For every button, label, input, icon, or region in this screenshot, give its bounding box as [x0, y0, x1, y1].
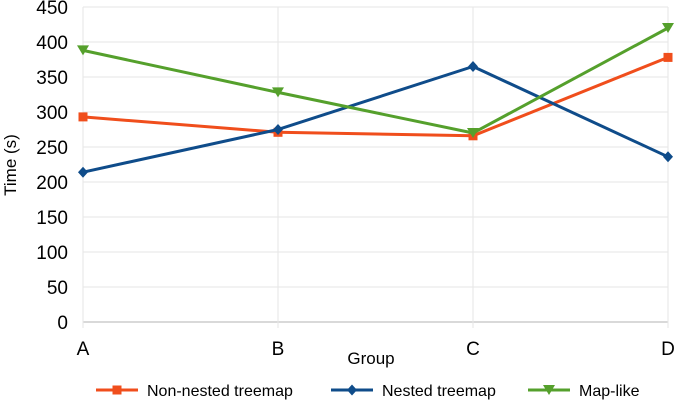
series-2	[78, 61, 673, 178]
grid	[82, 6, 669, 328]
data-point	[273, 124, 283, 135]
y-tick-label: 300	[36, 103, 68, 124]
legend-item: Non-nested treemap	[96, 383, 293, 400]
data-point	[468, 61, 478, 72]
legend-marker	[347, 384, 357, 396]
series-line	[82, 26, 669, 135]
data-point	[272, 87, 284, 98]
legend-label: Nested treemap	[382, 383, 496, 400]
x-axis-title: Group	[347, 349, 394, 368]
x-tick-label: B	[272, 339, 285, 360]
series-3	[77, 23, 674, 138]
y-tick-label: 50	[47, 278, 68, 299]
series-line	[82, 56, 669, 138]
y-tick-label: 150	[36, 208, 68, 229]
data-point	[662, 23, 674, 33]
legend-label: Non-nested treemap	[147, 383, 293, 400]
series-line	[82, 65, 669, 174]
y-axis-title: Time (s)	[1, 134, 20, 196]
x-tick-label: D	[661, 339, 675, 360]
data-point	[78, 166, 88, 178]
y-axis-ticks: 0 50 100 150 200 250 300 350 400 450	[36, 0, 68, 334]
x-axis-ticks: A B C D	[77, 339, 675, 360]
data-point	[77, 45, 89, 56]
y-tick-label: 350	[36, 68, 68, 89]
legend-marker	[112, 385, 122, 395]
series-layer	[77, 23, 674, 178]
data-point	[78, 112, 88, 122]
legend-item: Nested treemap	[331, 383, 496, 400]
legend-marker	[543, 385, 555, 395]
y-tick-label: 0	[57, 313, 68, 334]
data-point	[663, 52, 673, 62]
legend-label: Map-like	[579, 383, 640, 400]
y-tick-label: 250	[36, 138, 68, 159]
legend-item: Map-like	[528, 383, 640, 400]
y-tick-label: 100	[36, 243, 68, 264]
y-tick-label: 200	[36, 173, 68, 194]
y-tick-label: 450	[36, 0, 68, 19]
x-tick-label: A	[77, 339, 90, 360]
data-point	[467, 128, 479, 138]
data-point	[663, 151, 673, 163]
y-tick-label: 400	[36, 33, 68, 54]
x-tick-label: C	[466, 339, 480, 360]
legend: Non-nested treemap Nested treemap Map-like	[96, 383, 640, 400]
